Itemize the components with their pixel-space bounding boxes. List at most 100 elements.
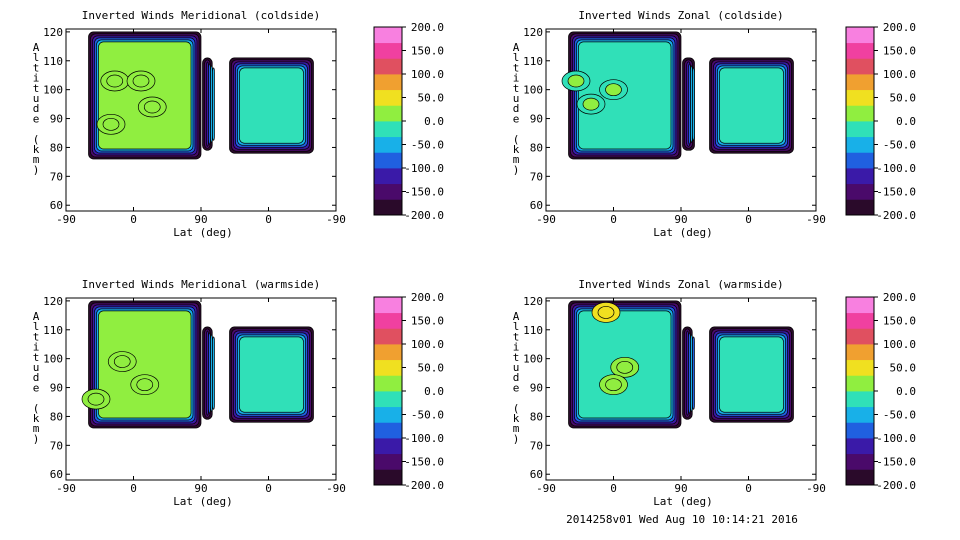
data-region xyxy=(682,57,695,151)
y-tick-label: 120 xyxy=(523,295,543,308)
region-fill xyxy=(239,336,304,413)
y-tick-label: 100 xyxy=(43,84,63,97)
colorbar-swatch xyxy=(846,199,874,216)
chart-title: Inverted Winds Meridional (coldside) xyxy=(82,9,320,22)
y-tick-label: 60 xyxy=(530,468,543,481)
chart-panel-2: Inverted Winds Zonal (coldside) -90 0 90 0 -9… xyxy=(513,9,916,239)
colorbar-tick-label: 100.0 xyxy=(883,68,916,81)
data-region xyxy=(682,326,695,420)
region-fill xyxy=(719,67,784,144)
colorbar-tick-label: 50.0 xyxy=(418,92,445,105)
colorbar-swatch xyxy=(374,74,402,91)
chart-panel-3: Inverted Winds Meridional (warmside) -90 0… xyxy=(33,278,444,508)
colorbar-swatch xyxy=(374,359,402,376)
y-tick-label: 70 xyxy=(50,170,63,183)
colorbar-swatch xyxy=(846,121,874,138)
colorbar-swatch xyxy=(846,168,874,185)
colorbar-swatch xyxy=(374,312,402,329)
colorbar-swatch xyxy=(846,375,874,392)
contour-maximum-core xyxy=(143,100,161,114)
colorbar-swatch xyxy=(846,328,874,345)
x-axis-label: Lat (deg) xyxy=(173,226,233,239)
colorbar-tick-label: 200.0 xyxy=(411,21,444,34)
y-tick-label: 80 xyxy=(530,410,543,423)
y-tick-label: 120 xyxy=(43,295,63,308)
x-tick-label: -90 xyxy=(326,482,346,495)
colorbar-swatch xyxy=(846,297,874,314)
x-tick-label: 0 xyxy=(130,213,137,226)
region-fill xyxy=(719,336,784,413)
colorbar-swatch xyxy=(846,359,874,376)
colorbar-swatch xyxy=(846,406,874,423)
colorbar-tick-label: 0.0 xyxy=(424,385,444,398)
colorbar-tick-label: -150.0 xyxy=(876,456,916,469)
region-fill xyxy=(212,336,215,410)
x-axis-label: Lat (deg) xyxy=(653,495,713,508)
colorbar-swatch xyxy=(374,168,402,185)
region-fill xyxy=(692,336,695,410)
contour-maximum-core xyxy=(605,83,622,97)
contour-maximum-core xyxy=(132,74,150,88)
colorbar-tick-label: 150.0 xyxy=(883,315,916,328)
colorbar-swatch xyxy=(846,58,874,75)
footer-timestamp: 2014258v01 Wed Aug 10 10:14:21 2016 xyxy=(566,513,798,526)
colorbar-tick-label: 0.0 xyxy=(424,115,444,128)
colorbar-swatch xyxy=(374,42,402,59)
colorbar-tick-label: -150.0 xyxy=(876,186,916,199)
colorbar-swatch xyxy=(374,344,402,361)
colorbar-tick-label: 0.0 xyxy=(896,115,916,128)
y-tick-label: 70 xyxy=(530,170,543,183)
x-tick-label: 0 xyxy=(130,482,137,495)
colorbar-tick-label: -150.0 xyxy=(404,456,444,469)
colorbar-swatch xyxy=(374,136,402,153)
colorbar-swatch xyxy=(374,105,402,122)
y-tick-label: 90 xyxy=(530,113,543,126)
colorbar: 200.0 150.0 100.0 50.0 0.0 -50.0 -100.0 -150.0 -… xyxy=(373,291,444,492)
contour-maximum-core xyxy=(102,117,120,131)
colorbar-tick-label: 200.0 xyxy=(883,21,916,34)
colorbar-tick-label: -200.0 xyxy=(876,479,916,492)
x-tick-label: 0 xyxy=(265,482,272,495)
x-tick-label: 90 xyxy=(674,213,687,226)
colorbar-swatch xyxy=(374,328,402,345)
colorbar-swatch xyxy=(374,453,402,470)
data-region xyxy=(202,326,215,420)
contour-maximum-core xyxy=(136,378,154,392)
colorbar-tick-label: -100.0 xyxy=(404,432,444,445)
x-tick-label: -90 xyxy=(536,482,556,495)
colorbar-swatch xyxy=(846,105,874,122)
y-tick-label: 110 xyxy=(523,55,543,68)
x-tick-label: -90 xyxy=(326,213,346,226)
y-tick-label: 80 xyxy=(530,141,543,154)
data-region xyxy=(88,300,202,429)
y-tick-label: 70 xyxy=(530,439,543,452)
colorbar-swatch xyxy=(374,375,402,392)
colorbar-swatch xyxy=(374,391,402,408)
y-tick-label: 110 xyxy=(43,324,63,337)
colorbar-tick-label: 150.0 xyxy=(411,315,444,328)
colorbar-tick-label: 150.0 xyxy=(411,45,444,58)
colorbar-swatch xyxy=(846,344,874,361)
contour-maximum-core xyxy=(597,306,615,319)
y-tick-label: 60 xyxy=(50,199,63,212)
x-tick-label: 90 xyxy=(194,482,207,495)
colorbar-tick-label: 100.0 xyxy=(883,338,916,351)
y-tick-label: 120 xyxy=(523,26,543,39)
colorbar-tick-label: 100.0 xyxy=(411,338,444,351)
colorbar-tick-label: 200.0 xyxy=(411,291,444,304)
colorbar-swatch xyxy=(846,89,874,106)
colorbar: 200.0 150.0 100.0 50.0 0.0 -50.0 -100.0 -150.0 -… xyxy=(373,21,445,222)
x-tick-label: 0 xyxy=(745,482,752,495)
colorbar-swatch xyxy=(374,27,402,44)
x-tick-label: -90 xyxy=(56,482,76,495)
colorbar-swatch xyxy=(374,58,402,75)
region-fill xyxy=(98,310,192,419)
colorbar-swatch xyxy=(374,297,402,314)
x-axis-label: Lat (deg) xyxy=(653,226,713,239)
x-tick-label: -90 xyxy=(56,213,76,226)
x-tick-label: -90 xyxy=(806,213,826,226)
data-region xyxy=(88,31,202,160)
colorbar-tick-label: -200.0 xyxy=(876,209,916,222)
y-tick-label: 60 xyxy=(530,199,543,212)
